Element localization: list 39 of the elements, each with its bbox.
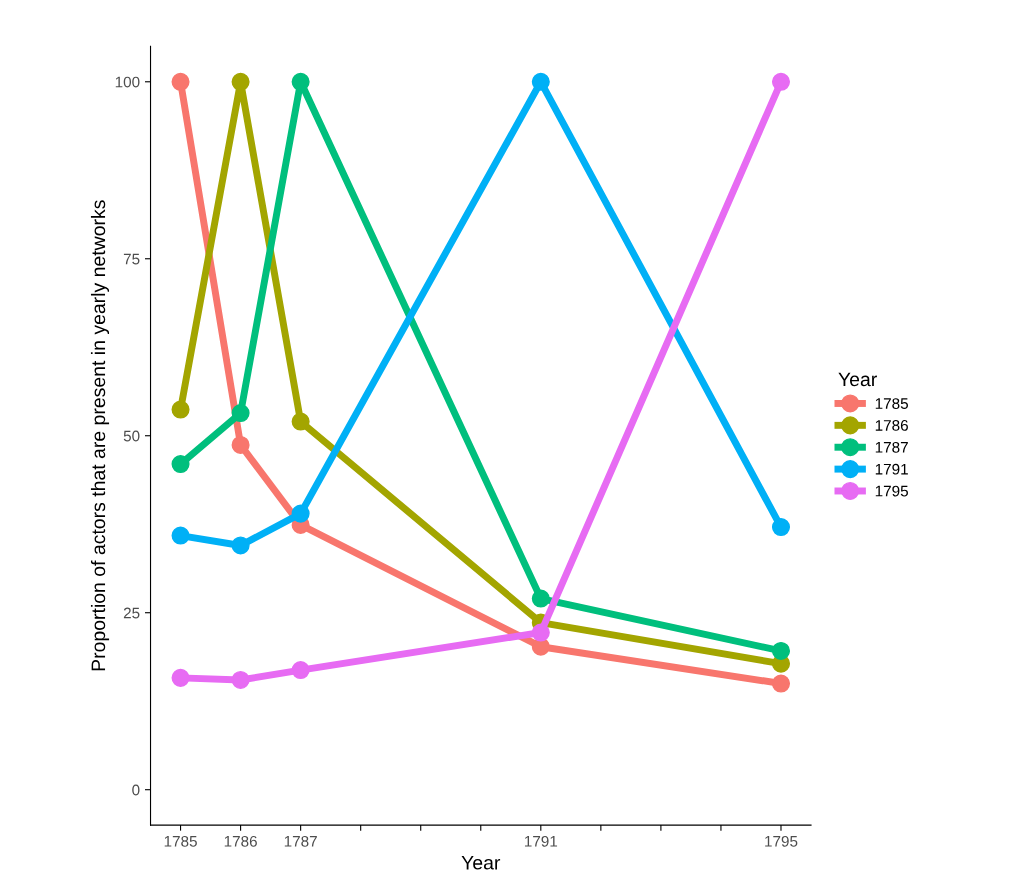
x-tick-label: 1795 (765, 835, 798, 847)
point (771, 518, 791, 537)
x-tick-label: 1786 (224, 835, 257, 847)
point (171, 400, 190, 419)
point (291, 72, 310, 91)
point (231, 72, 250, 91)
point (771, 72, 791, 91)
point (531, 589, 550, 608)
point (771, 641, 791, 660)
point (171, 668, 190, 687)
x-axis-title: Year (461, 856, 501, 870)
x-tick-label: 1787 (284, 835, 317, 847)
legend-label: 1787 (875, 441, 908, 453)
point (291, 504, 310, 523)
point (531, 623, 550, 642)
legend-label: 1791 (875, 463, 908, 475)
legend-label: 1785 (875, 398, 908, 409)
point (231, 670, 250, 690)
point (171, 526, 190, 545)
point (771, 674, 791, 693)
point (171, 72, 190, 91)
point (531, 72, 550, 91)
point (171, 455, 190, 474)
y-tick-label: 75 (123, 253, 140, 265)
legend-label: 1786 (875, 420, 908, 431)
point (291, 661, 310, 680)
point (231, 536, 250, 555)
legend-title: Year (838, 372, 877, 387)
x-tick-label: 1791 (524, 835, 558, 847)
y-tick-label: 0 (132, 784, 140, 796)
y-tick-label: 25 (123, 607, 140, 619)
point (231, 435, 250, 454)
y-tick-label: 100 (115, 76, 140, 88)
y-axis-title: Proportion of actors that are present in yearly networks (90, 200, 110, 671)
point (231, 404, 250, 423)
legend-label: 1795 (875, 485, 908, 497)
point (291, 412, 310, 431)
y-tick-label: 50 (123, 430, 140, 442)
x-tick-label: 1785 (164, 835, 197, 847)
